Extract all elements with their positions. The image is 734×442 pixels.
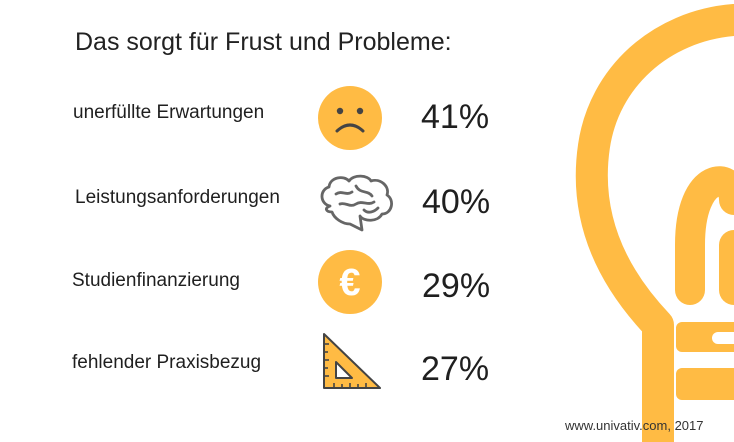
row-label-4: fehlender Praxisbezug <box>72 352 262 373</box>
set-square-icon <box>323 333 381 389</box>
chart-title: Das sorgt für Frust und Probleme: <box>75 28 452 56</box>
row-value-1: 41% <box>421 98 490 136</box>
row-value-2: 40% <box>422 183 491 221</box>
brain-icon <box>320 174 393 232</box>
svg-text:€: € <box>339 262 360 304</box>
row-value-3: 29% <box>422 267 491 305</box>
sad-face-icon <box>318 86 382 150</box>
euro-icon: € <box>318 250 382 314</box>
row-label-2: Leistungsanforderungen <box>75 187 280 208</box>
row-label-3: Studienfinanzierung <box>72 270 240 291</box>
source-note: www.univativ.com, 2017 <box>565 418 704 433</box>
row-label-1: unerfüllte Erwartungen <box>73 102 265 123</box>
row-value-4: 27% <box>421 350 490 388</box>
